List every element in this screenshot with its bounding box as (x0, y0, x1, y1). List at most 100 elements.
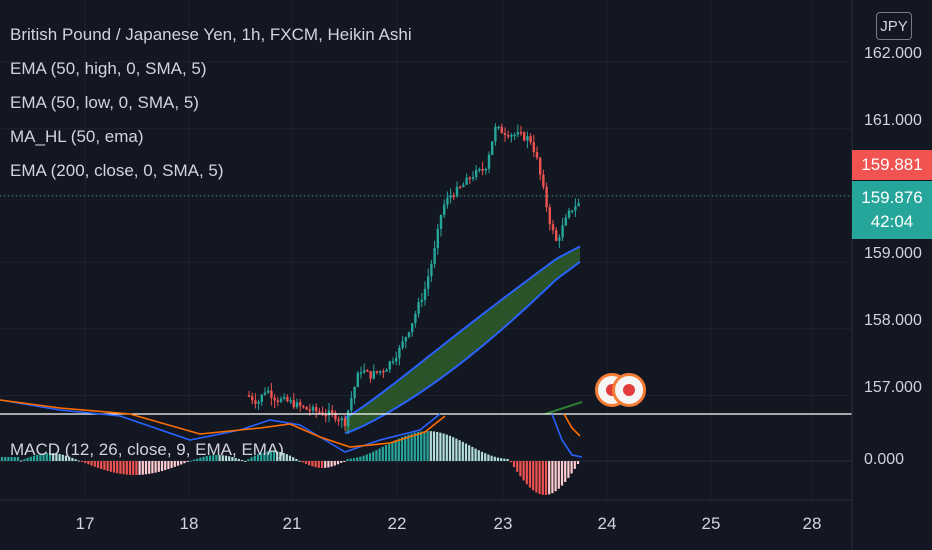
candle-body (247, 395, 251, 397)
candle-body (484, 168, 487, 171)
candle-body (417, 301, 420, 314)
macd-histogram-bar (256, 454, 260, 461)
macd-histogram-bar (71, 457, 74, 461)
macd-histogram-bar (426, 431, 429, 461)
candle-body (487, 154, 491, 169)
macd-histogram-bar (516, 461, 519, 472)
candle-body (526, 136, 529, 141)
macd-histogram-bar (80, 461, 84, 462)
macd-histogram-bar (154, 461, 157, 473)
macd-histogram-bar (404, 435, 407, 461)
macd-histogram-bar (32, 455, 36, 461)
macd-histogram-bar (301, 461, 304, 463)
macd-histogram-bar (42, 453, 45, 461)
candle-body (529, 136, 532, 143)
macd-histogram-bar (244, 460, 247, 462)
macd-histogram-bar (260, 453, 263, 461)
candle-body (567, 210, 571, 218)
macd-histogram-bar (413, 432, 416, 461)
macd-histogram-bar (103, 461, 106, 470)
time-tick: 17 (75, 514, 95, 533)
price-tick: 157.000 (864, 379, 922, 396)
macd-histogram-bar (13, 457, 16, 461)
candle-body (391, 361, 395, 363)
candle-body (350, 398, 353, 411)
macd-histogram-bar (170, 461, 173, 469)
macd-histogram-bar (279, 452, 282, 461)
candle-body (539, 157, 542, 175)
macd-histogram-bar (183, 461, 186, 464)
macd-histogram-bar (343, 461, 346, 462)
macd-histogram-bar (365, 454, 368, 461)
eyes-icon[interactable] (612, 373, 646, 407)
currency-button[interactable]: JPY (876, 12, 912, 40)
macd-histogram-bar (58, 453, 61, 461)
candle-body (497, 126, 500, 129)
candle-body (270, 390, 273, 398)
macd-histogram-bar (567, 461, 570, 478)
time-tick: 23 (493, 514, 513, 533)
time-tick: 25 (701, 514, 721, 533)
macd-histogram-bar (308, 461, 311, 466)
candle-body (427, 276, 430, 289)
macd-histogram-bar (253, 455, 256, 461)
indicator-ema-200[interactable]: EMA (200, close, 0, SMA, 5) (10, 161, 224, 180)
candle-body (475, 169, 478, 178)
macd-histogram-bar (106, 461, 109, 471)
macd-histogram-bar (112, 461, 116, 473)
macd-histogram-bar (384, 445, 388, 461)
macd-legend[interactable]: MACD (12, 26, close, 9, EMA, EMA) (10, 440, 284, 459)
macd-histogram-bar (157, 461, 160, 472)
macd-histogram-bar (541, 461, 544, 495)
candle-body (372, 371, 375, 379)
signal-line (0, 399, 446, 448)
macd-histogram-bar (176, 461, 180, 466)
candle-body (363, 370, 366, 373)
indicator-ema-low[interactable]: EMA (50, low, 0, SMA, 5) (10, 93, 199, 112)
macd-histogram-bar (480, 451, 484, 461)
candle-body (491, 141, 494, 155)
macd-histogram-bar (429, 431, 432, 461)
macd-histogram-bar (311, 461, 314, 467)
macd-histogram-bar (381, 446, 384, 461)
ema-band (344, 245, 583, 435)
macd-histogram-bar (477, 450, 480, 461)
indicator-ema-high[interactable]: EMA (50, high, 0, SMA, 5) (10, 59, 207, 78)
macd-histogram-bar (333, 461, 336, 466)
candle-body (548, 207, 551, 225)
candle-body (251, 396, 254, 401)
macd-histogram-bar (26, 457, 29, 461)
macd-histogram-bar (340, 461, 343, 463)
candle-body (577, 202, 580, 207)
candle-body (558, 237, 561, 241)
macd-histogram-bar (445, 434, 448, 461)
candle-body (420, 300, 423, 302)
macd-histogram-bar (314, 461, 317, 468)
indicator-ma-hl[interactable]: MA_HL (50, ema) (10, 127, 144, 146)
chart-title[interactable]: British Pound / Japanese Yen, 1h, FXCM, … (10, 25, 412, 44)
legend: British Pound / Japanese Yen, 1h, FXCM, … (10, 18, 412, 188)
macd-histogram-bar (160, 461, 164, 472)
candle-body (436, 228, 439, 249)
macd-histogram-bar (464, 443, 468, 461)
candle-body (561, 225, 564, 238)
time-tick: 24 (597, 514, 617, 533)
candle-body (311, 406, 315, 411)
macd-histogram-bar (522, 461, 525, 481)
candle-body (535, 151, 539, 158)
macd-histogram-bar (45, 453, 48, 461)
macd-histogram-bar (461, 441, 464, 461)
candle-body (356, 372, 359, 388)
macd-histogram-bar (378, 448, 381, 461)
macd-histogram-bar (397, 438, 400, 461)
macd-histogram-bar (436, 431, 439, 461)
macd-histogram-bar (173, 461, 176, 467)
macd-histogram-bar (548, 461, 551, 495)
macd-histogram-bar (458, 440, 461, 461)
macd-histogram-bar (36, 454, 39, 461)
candle-body (337, 419, 340, 422)
candle-body (465, 177, 468, 185)
macd-histogram-bar (234, 457, 237, 461)
candle-body (359, 372, 363, 374)
